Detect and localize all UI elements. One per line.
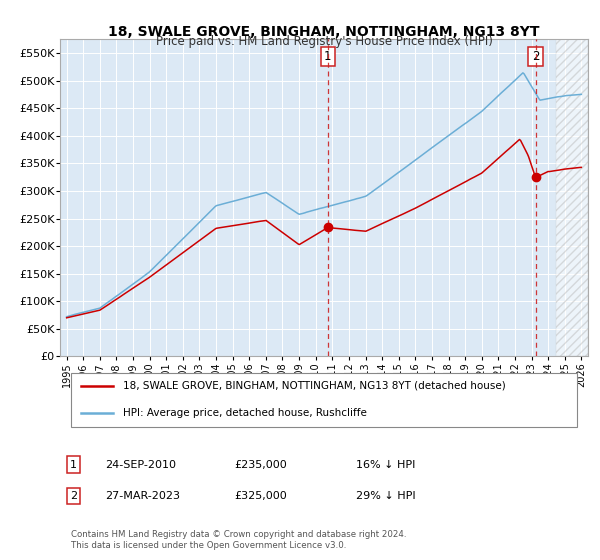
Text: 29% ↓ HPI: 29% ↓ HPI: [356, 491, 415, 501]
Text: 18, SWALE GROVE, BINGHAM, NOTTINGHAM, NG13 8YT: 18, SWALE GROVE, BINGHAM, NOTTINGHAM, NG…: [108, 25, 540, 39]
Text: 1: 1: [324, 50, 332, 63]
FancyBboxPatch shape: [71, 373, 577, 427]
Text: 1: 1: [70, 460, 77, 469]
Text: Contains HM Land Registry data © Crown copyright and database right 2024.
This d: Contains HM Land Registry data © Crown c…: [71, 530, 406, 550]
Text: Price paid vs. HM Land Registry's House Price Index (HPI): Price paid vs. HM Land Registry's House …: [155, 35, 493, 48]
Text: 27-MAR-2023: 27-MAR-2023: [105, 491, 180, 501]
Text: HPI: Average price, detached house, Rushcliffe: HPI: Average price, detached house, Rush…: [124, 408, 367, 418]
Text: 16% ↓ HPI: 16% ↓ HPI: [356, 460, 415, 469]
Text: 24-SEP-2010: 24-SEP-2010: [105, 460, 176, 469]
Text: 2: 2: [70, 491, 77, 501]
Text: £235,000: £235,000: [234, 460, 287, 469]
Text: 2: 2: [532, 50, 539, 63]
Text: 18, SWALE GROVE, BINGHAM, NOTTINGHAM, NG13 8YT (detached house): 18, SWALE GROVE, BINGHAM, NOTTINGHAM, NG…: [124, 381, 506, 390]
Text: £325,000: £325,000: [234, 491, 287, 501]
